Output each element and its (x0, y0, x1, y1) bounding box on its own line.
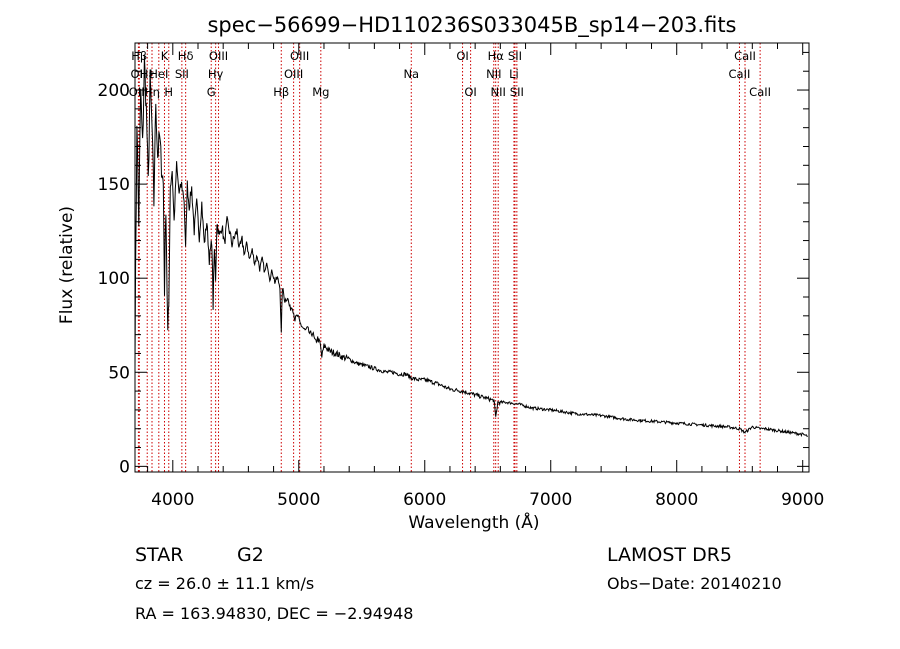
y-axis-ticks: 0 50 100 150 200 (98, 51, 809, 477)
x-axis-label: Wavelength (Å) (408, 511, 539, 533)
spectral-line-label: OII (130, 67, 146, 81)
spectral-line-label: OIII (284, 67, 303, 81)
spectral-line-label: OIII (209, 49, 228, 63)
spectral-line-label: K (161, 49, 169, 63)
line-markers (137, 43, 761, 472)
x-axis-ticks: 4000 5000 6000 7000 8000 9000 (147, 43, 824, 510)
spectral-line-label: SII (508, 49, 522, 63)
spectral-line-label: SII (510, 85, 524, 99)
survey-name: LAMOST DR5 (607, 544, 732, 566)
spectral-line-label: NII (486, 67, 501, 81)
ra-dec: RA = 163.94830, DEC = −2.94948 (135, 604, 413, 623)
object-subclass: G2 (237, 544, 264, 566)
y-tick-label: 150 (98, 175, 130, 195)
x-tick-label: 6000 (403, 490, 446, 510)
spectral-line-label: Hη (144, 85, 160, 99)
redshift-cz: cz = 26.0 ± 11.1 km/s (135, 574, 314, 593)
spectral-line-label: OIII (129, 85, 148, 99)
obs-date: Obs−Date: 20140210 (607, 574, 782, 593)
spectral-line-label: Na (403, 67, 419, 81)
x-tick-label: 4000 (151, 490, 194, 510)
spectral-line-label: CaII (749, 85, 771, 99)
x-tick-label: 7000 (529, 490, 572, 510)
object-class: STAR (135, 544, 183, 566)
y-axis-label: Flux (relative) (57, 206, 77, 324)
spectral-line-label: CaII (729, 67, 751, 81)
spectral-line-label: HeI (149, 67, 168, 81)
x-tick-label: 8000 (655, 490, 698, 510)
y-tick-label: 100 (98, 269, 130, 289)
spectral-line-label: OI (456, 49, 468, 63)
plot-frame (134, 42, 810, 473)
x-tick-label: 5000 (277, 490, 320, 510)
spectral-line-label: OI (464, 85, 476, 99)
spectral-line-label: H (164, 85, 173, 99)
spectral-line-label: Hε (140, 67, 155, 81)
spectral-line-label: Hδ (178, 49, 194, 63)
spectral-line-label: G (207, 85, 216, 99)
chart-title: spec−56699−HD110236S033045B_sp14−203.fit… (207, 13, 736, 38)
y-tick-label: 0 (119, 457, 130, 477)
spectral-line-label: NII (491, 85, 506, 99)
spectral-line-label: Li (509, 67, 519, 81)
spectral-line-label: Hγ (208, 67, 224, 81)
y-tick-label: 200 (98, 81, 130, 101)
spectrum-line (134, 56, 808, 438)
spectral-line-label: Hα (488, 49, 505, 63)
spectral-line-label: Mg (312, 85, 329, 99)
spectral-line-label: Hβ (273, 85, 289, 99)
spectral-line-label: CaII (734, 49, 756, 63)
x-tick-label: 9000 (781, 490, 824, 510)
y-tick-label: 50 (108, 363, 130, 383)
spectral-line-label: SII (175, 67, 189, 81)
spectral-line-label: OIII (290, 49, 309, 63)
